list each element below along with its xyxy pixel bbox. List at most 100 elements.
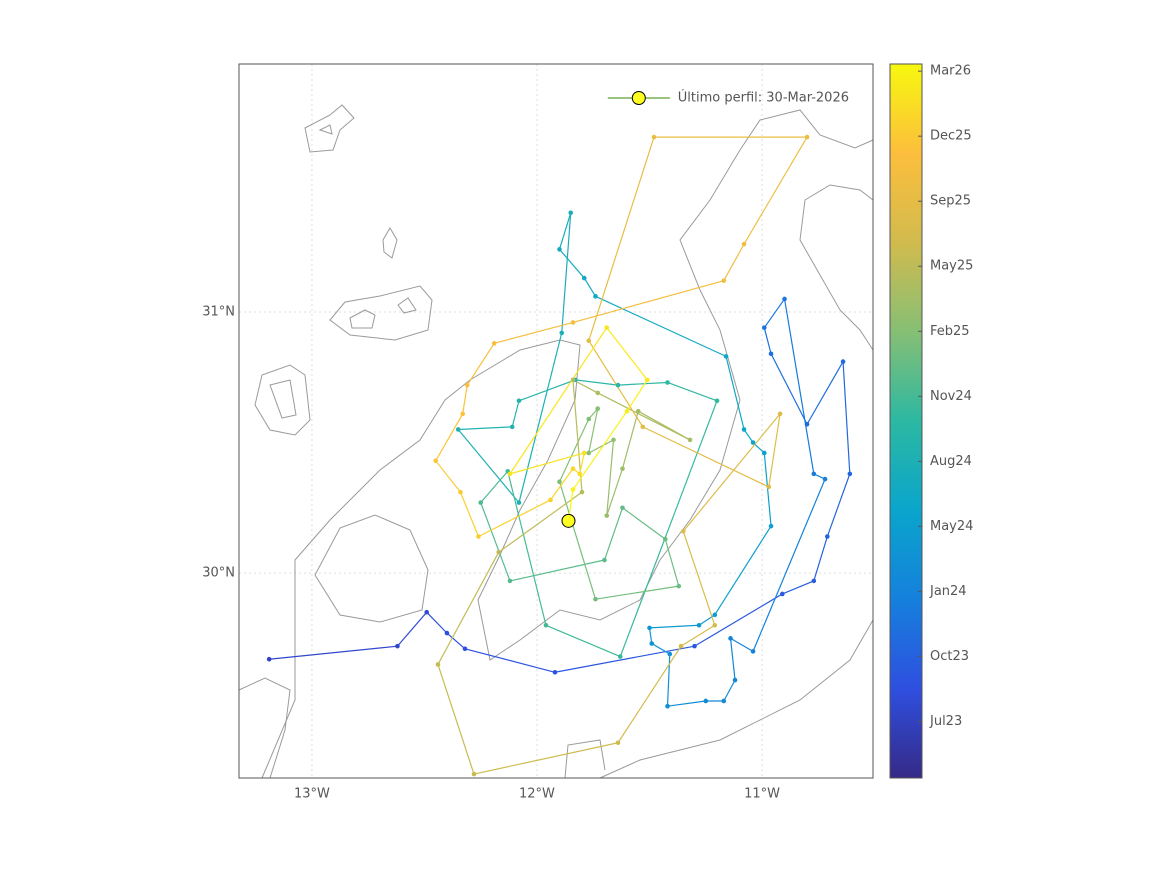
colorbar-tick-label: Mar26: [930, 64, 971, 79]
bathymetry-contour: [269, 379, 297, 419]
track-segment: [518, 332, 563, 503]
track-segment: [396, 611, 428, 647]
track-segment: [507, 471, 547, 626]
bathymetry-contour: [329, 285, 433, 341]
profile-point: [507, 471, 513, 477]
track-segment: [545, 624, 621, 658]
profile-point: [703, 698, 709, 704]
profile-point: [647, 625, 652, 631]
profile-point: [840, 359, 846, 364]
track-segment: [723, 243, 745, 281]
profile-point: [604, 325, 610, 330]
profile-point: [680, 528, 686, 534]
track-segment: [595, 585, 679, 600]
track-segment: [518, 379, 576, 402]
bathymetry-contour: [254, 364, 311, 436]
track-segment: [426, 611, 448, 634]
profile-point: [593, 294, 598, 299]
profile-point: [433, 458, 439, 464]
track-segment: [437, 664, 475, 775]
profile-point: [604, 513, 610, 518]
profile-point: [665, 703, 670, 709]
profile-point: [458, 489, 463, 495]
track-segment: [743, 136, 808, 245]
bathymetry-contour: [799, 184, 874, 351]
track-segment: [462, 385, 468, 414]
track-segment: [729, 638, 736, 681]
profile-point: [570, 466, 576, 471]
track-segment: [473, 742, 619, 775]
bathymetry-contour: [382, 227, 398, 259]
track-segment: [572, 280, 724, 324]
track-segment: [606, 439, 615, 516]
track-segment: [649, 624, 700, 629]
profile-point: [424, 609, 430, 615]
profile-point: [581, 450, 587, 456]
profile-point: [462, 646, 468, 652]
profile-point: [620, 505, 625, 511]
profile-point: [714, 398, 720, 404]
profile-point: [640, 424, 646, 430]
profile-point: [611, 437, 616, 443]
last-profile-marker: [561, 513, 576, 528]
track-segment: [667, 381, 718, 402]
track-segment: [666, 653, 671, 707]
profile-point: [595, 406, 601, 411]
profile-point: [581, 275, 587, 281]
colorbar-tick-label: May25: [930, 259, 973, 274]
track-segment: [619, 400, 718, 657]
track-segment: [664, 538, 680, 587]
profile-point: [491, 341, 497, 346]
map-area: [239, 64, 873, 778]
profile-point: [593, 596, 598, 602]
track-segment: [558, 418, 590, 482]
bathymetry-contour: [349, 309, 376, 329]
track-segment: [725, 356, 745, 430]
profile-point: [624, 408, 630, 414]
profile-point: [548, 497, 553, 503]
grid: [239, 64, 873, 778]
profile-point: [577, 471, 583, 477]
track-segment: [269, 645, 398, 660]
profile-point: [435, 662, 441, 667]
track-segment: [558, 212, 572, 250]
profile-point: [721, 698, 727, 704]
colorbar-tick-label: Sep25: [930, 194, 971, 209]
track-segment: [554, 645, 695, 673]
track-segment: [723, 679, 736, 702]
track-segment: [509, 559, 605, 582]
x-tick-label: 12°W: [519, 787, 555, 802]
track-segment: [575, 379, 619, 386]
colorbar-tick-label: Feb25: [930, 324, 970, 339]
track-segment: [480, 470, 509, 503]
track-segment: [588, 136, 655, 341]
track-segment: [752, 478, 826, 652]
profile-point: [822, 476, 828, 482]
profile-point: [464, 382, 470, 388]
profile-point: [460, 411, 466, 417]
track-segment: [826, 473, 851, 537]
profile-point: [615, 740, 621, 746]
track-segment: [743, 429, 754, 443]
track-segment: [464, 648, 556, 673]
profile-point: [602, 557, 607, 563]
track-segment: [648, 627, 653, 644]
legend-label: Último perfil: 30-Mar-2026: [678, 90, 849, 106]
profile-point: [678, 643, 684, 649]
profile-point: [750, 649, 756, 654]
profile-point: [667, 651, 673, 657]
profile-point: [496, 549, 502, 555]
profile-point: [507, 578, 513, 584]
profile-point: [721, 278, 727, 283]
profile-point: [804, 421, 810, 427]
profile-point: [696, 622, 702, 628]
track-segment: [435, 460, 461, 493]
profile-point: [476, 534, 481, 539]
profile-point: [478, 500, 484, 505]
profile-point: [557, 247, 562, 252]
profile-point: [768, 523, 774, 529]
profile-point: [687, 437, 693, 443]
track-segment: [457, 429, 520, 503]
track-segment: [459, 491, 480, 537]
